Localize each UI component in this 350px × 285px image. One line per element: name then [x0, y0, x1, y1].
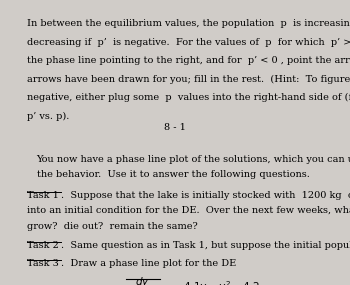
Text: the phase line pointing to the right, and for  p’ < 0 , point the arrows to the : the phase line pointing to the right, an…: [27, 56, 350, 65]
Text: negative, either plug some  p  values into the right-hand side of (fishpop), or : negative, either plug some p values into…: [27, 93, 350, 102]
Text: p’ vs. p).: p’ vs. p).: [27, 111, 69, 121]
Text: Task 1: Task 1: [27, 191, 59, 200]
Text: into an initial condition for the DE.  Over the next few weeks, what will the po: into an initial condition for the DE. Ov…: [27, 206, 350, 215]
Text: 8 - 1: 8 - 1: [164, 123, 186, 132]
Text: grow?  die out?  remain the same?: grow? die out? remain the same?: [27, 222, 198, 231]
Text: Task 3: Task 3: [27, 258, 59, 268]
Text: In between the equilibrium values, the population  p  is increasing if  p’  is p: In between the equilibrium values, the p…: [27, 19, 350, 28]
Text: You now have a phase line plot of the solutions, which you can use to get an ove: You now have a phase line plot of the so…: [36, 155, 350, 164]
Text: arrows have been drawn for you; fill in the rest.  (Hint:  To figure out where  : arrows have been drawn for you; fill in …: [27, 75, 350, 84]
Text: decreasing if  p’  is negative.  For the values of  p  for which  p’ > 0 , draw : decreasing if p’ is negative. For the va…: [27, 38, 350, 46]
Text: .  Suppose that the lake is initially stocked with  1200 kg  of fish.  Translate: . Suppose that the lake is initially sto…: [61, 191, 350, 200]
Text: the behavior.  Use it to answer the following questions.: the behavior. Use it to answer the follo…: [36, 170, 309, 179]
Text: $dy$: $dy$: [135, 275, 150, 285]
Text: $= \ 4.1y - y^2 - 4.2 \ .$: $= \ 4.1y - y^2 - 4.2 \ .$: [167, 279, 266, 285]
Text: .  Same question as in Task 1, but suppose the initial population is  5000 kg  o: . Same question as in Task 1, but suppos…: [61, 241, 350, 250]
Text: Task 2: Task 2: [27, 241, 59, 250]
Text: .  Draw a phase line plot for the DE: . Draw a phase line plot for the DE: [61, 258, 237, 268]
